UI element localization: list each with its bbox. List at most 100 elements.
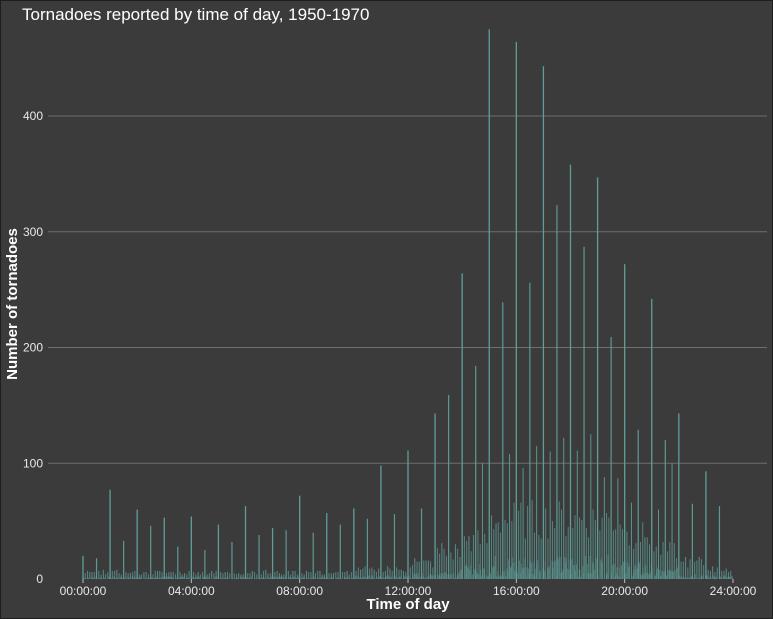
five-minute-bar <box>667 551 669 579</box>
quarter-hour-bar <box>427 560 429 579</box>
five-minute-bar <box>229 573 231 579</box>
minute-bar <box>722 577 724 579</box>
chart-title: Tornadoes reported by time of day, 1950-… <box>22 5 369 24</box>
hourly-bar <box>569 164 572 580</box>
half-hour-bar <box>95 558 98 579</box>
minute-bar <box>314 577 316 579</box>
five-minute-bar <box>114 570 116 579</box>
five-minute-bar <box>463 536 465 579</box>
minute-bar <box>246 577 248 579</box>
minute-bar <box>241 576 243 579</box>
five-minute-bar <box>202 572 204 579</box>
half-hour-bar <box>664 440 666 579</box>
five-minute-bar <box>721 570 723 579</box>
x-tick-label: 20:00:00 <box>601 584 648 598</box>
five-minute-bar <box>226 572 228 579</box>
five-minute-bar <box>159 570 161 579</box>
five-minute-bar <box>290 574 292 579</box>
five-minute-bar <box>572 528 574 579</box>
five-minute-bar <box>694 561 696 579</box>
x-tick-label: 08:00:00 <box>276 584 323 598</box>
five-minute-bar <box>497 522 499 579</box>
hourly-bar <box>624 264 626 579</box>
five-minute-bar <box>389 568 391 579</box>
five-minute-bar <box>199 574 201 579</box>
half-hour-bar <box>475 366 477 579</box>
minute-bar <box>151 577 153 579</box>
quarter-hour-bar <box>644 537 646 579</box>
minute-bar <box>261 577 263 579</box>
minute-bar <box>636 568 638 579</box>
minute-bar <box>440 573 442 579</box>
five-minute-bar <box>612 530 614 579</box>
minute-bar <box>192 576 194 579</box>
y-axis-label: Number of tornadoes <box>4 228 21 380</box>
minute-bar <box>702 575 704 579</box>
minute-bar <box>690 576 692 579</box>
quarter-hour-bar <box>617 478 619 579</box>
minute-bar <box>351 577 353 579</box>
minute-bar <box>595 558 597 579</box>
x-tick-label: 00:00:00 <box>60 584 107 598</box>
minute-bar <box>88 577 90 579</box>
hourly-bar <box>678 413 680 579</box>
quarter-hour-bar <box>251 570 253 579</box>
minute-bar <box>138 577 140 579</box>
minute-bar <box>297 576 299 579</box>
half-hour-bar <box>502 302 504 579</box>
five-minute-bar <box>416 561 418 579</box>
minute-bar <box>356 575 358 579</box>
five-minute-bar <box>506 523 508 579</box>
quarter-hour-bar <box>509 453 511 579</box>
x-tick-label: 12:00:00 <box>385 584 432 598</box>
five-minute-bar <box>132 572 134 579</box>
minute-bar <box>103 577 105 579</box>
minute-bar <box>686 577 688 579</box>
y-tick-label: 100 <box>23 456 43 470</box>
y-tick-label: 0 <box>36 572 43 586</box>
five-minute-bar <box>608 517 610 579</box>
quarter-hour-bar <box>563 437 565 579</box>
quarter-hour-bar <box>441 543 443 579</box>
five-minute-bar <box>314 573 316 579</box>
five-minute-bar <box>601 517 603 579</box>
x-tick-label: 24:00:00 <box>710 584 757 598</box>
minute-bar <box>485 575 487 579</box>
five-minute-bar <box>527 506 529 579</box>
minute-bar <box>117 577 119 579</box>
minute-bar <box>512 562 514 579</box>
minute-bar <box>544 570 546 579</box>
minute-bar <box>361 577 363 579</box>
minute-bar <box>386 576 388 579</box>
five-minute-bar <box>181 574 183 579</box>
five-minute-bar <box>351 572 353 579</box>
five-minute-bar <box>662 541 664 579</box>
five-minute-bar <box>317 570 319 579</box>
minute-bar <box>368 575 370 579</box>
minute-bar <box>196 576 198 579</box>
minute-bar <box>621 565 623 579</box>
minute-bar <box>338 577 340 579</box>
minute-bar <box>413 573 415 579</box>
quarter-hour-bar <box>116 569 118 579</box>
minute-bar <box>449 574 451 579</box>
minute-bar <box>234 577 236 579</box>
quarter-hour-bar <box>360 569 362 579</box>
five-minute-bar <box>186 574 188 579</box>
minute-bar <box>566 568 568 579</box>
five-minute-bar <box>727 572 729 579</box>
minute-bar <box>663 572 665 579</box>
five-minute-bar <box>585 528 587 579</box>
hourly-bar <box>353 508 355 579</box>
minute-bar <box>279 576 281 579</box>
minute-bar <box>676 567 678 579</box>
minute-bar <box>706 575 708 579</box>
five-minute-bar <box>560 509 562 579</box>
minute-bar <box>175 577 177 579</box>
minute-bar <box>591 573 593 579</box>
five-minute-bar <box>430 561 432 579</box>
minute-bar <box>564 557 566 579</box>
five-minute-bar <box>287 570 289 579</box>
minute-bar <box>354 576 356 579</box>
